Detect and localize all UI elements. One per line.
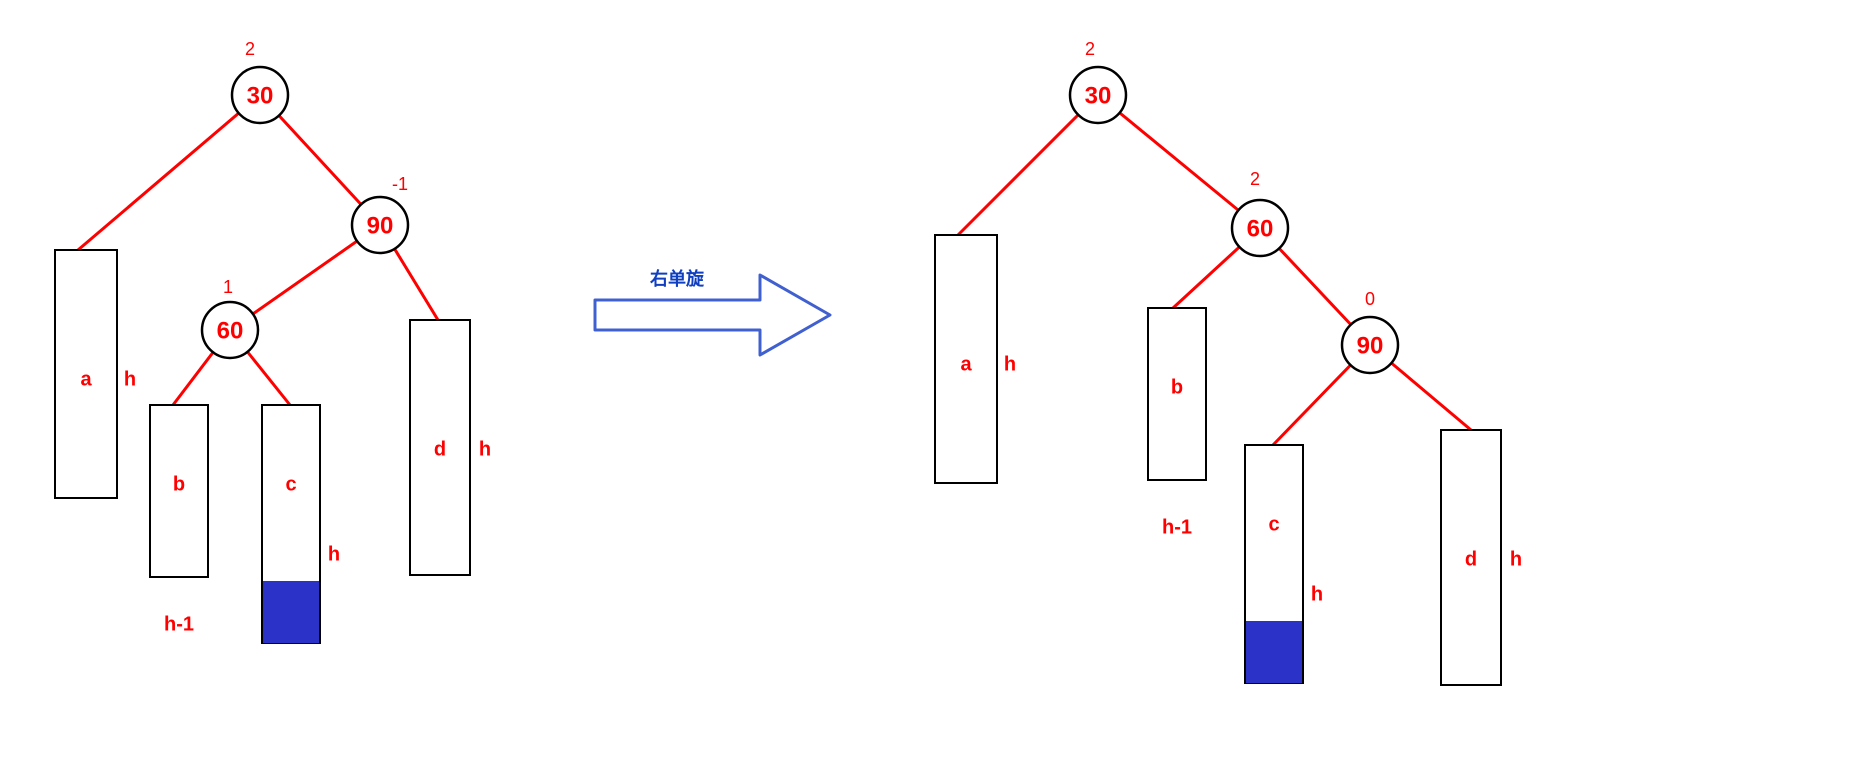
rotation-arrow	[595, 275, 830, 355]
tree-node-value-90: 90	[1357, 332, 1384, 359]
subtree-height-a: h	[124, 368, 136, 390]
balance-factor-60: 2	[1250, 169, 1260, 189]
tree-node-value-60: 60	[217, 317, 244, 344]
subtree-height-d: h	[1510, 548, 1522, 570]
inserted-fill-c	[263, 581, 319, 643]
tree-edge	[78, 95, 260, 250]
subtree-label-b: b	[1171, 376, 1183, 398]
subtree-label-d: d	[434, 438, 446, 460]
subtree-label-a: a	[80, 368, 92, 390]
subtree-height-d: h	[479, 438, 491, 460]
balance-factor-30: 2	[1085, 39, 1095, 59]
tree-edge	[1098, 95, 1260, 228]
tree-edge	[958, 95, 1098, 235]
balance-factor-90: -1	[392, 174, 408, 194]
subtree-height-c: h	[328, 543, 340, 565]
tree-node-value-30: 30	[247, 82, 274, 109]
subtree-height-c: h	[1311, 583, 1323, 605]
subtree-height-b: h-1	[1162, 516, 1192, 538]
tree-node-value-60: 60	[1247, 215, 1274, 242]
subtree-label-a: a	[960, 353, 972, 375]
balance-factor-60: 1	[223, 277, 233, 297]
balance-factor-90: 0	[1365, 289, 1375, 309]
subtree-height-b: h-1	[164, 613, 194, 635]
subtree-label-d: d	[1465, 548, 1477, 570]
tree-node-value-30: 30	[1085, 82, 1112, 109]
inserted-fill-c	[1246, 621, 1302, 683]
subtree-label-b: b	[173, 473, 185, 495]
subtree-height-a: h	[1004, 353, 1016, 375]
tree-node-value-90: 90	[367, 212, 394, 239]
balance-factor-30: 2	[245, 39, 255, 59]
rotation-label: 右单旋	[650, 268, 705, 289]
subtree-label-c: c	[285, 473, 296, 495]
diagram-canvas: a h b h-1 c h d h 30 2 90 -1 60 1 a h b h-1 c h d h 30 2 60 2 90 0 右…	[0, 0, 1867, 760]
subtree-label-c: c	[1268, 513, 1279, 535]
